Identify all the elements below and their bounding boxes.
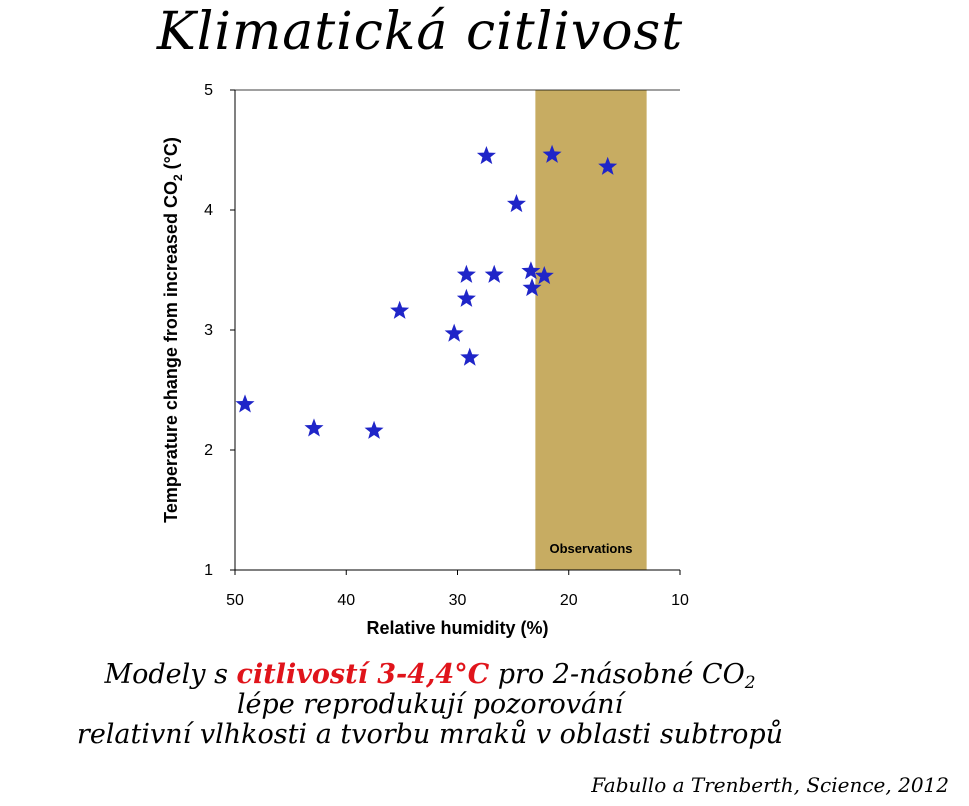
data-point-star	[506, 194, 526, 213]
caption-highlight: citlivostí 3-4,4°C	[236, 659, 490, 690]
data-point-star	[522, 278, 542, 297]
citation: Fabullo a Trenberth, Science, 2012	[591, 773, 949, 797]
y-tick-label: 2	[204, 442, 213, 459]
x-tick-label: 50	[226, 592, 244, 609]
y-tick-label: 5	[204, 82, 213, 99]
data-point-star	[476, 146, 496, 165]
y-tick-label: 4	[204, 202, 213, 219]
y-tick-label: 1	[204, 562, 213, 579]
x-tick-label: 40	[337, 592, 355, 609]
caption: Modely s citlivostí 3-4,4°C pro 2-násobn…	[0, 660, 860, 750]
caption-line-1-subscript: 2	[744, 673, 756, 693]
data-point-star	[364, 420, 384, 439]
data-point-star	[444, 323, 464, 342]
y-tick-label: 3	[204, 322, 213, 339]
scatter-chart: Observations 1 2 3 4 5 50 40 30 20 10 Relative humi…	[161, 82, 689, 638]
data-point-star	[484, 264, 504, 283]
data-point-star	[235, 394, 255, 413]
observations-band	[535, 90, 647, 570]
data-point-star	[390, 300, 410, 319]
x-tick-label: 30	[449, 592, 467, 609]
data-point-star	[460, 347, 480, 366]
x-tick-label: 10	[671, 592, 689, 609]
caption-line-2: lépe reprodukují pozorování	[236, 689, 624, 720]
data-point-star	[456, 264, 476, 283]
data-point-star	[304, 418, 324, 437]
data-point-star	[456, 288, 476, 307]
x-axis-label: Relative humidity (%)	[366, 618, 548, 638]
caption-line-1-post: pro 2-násobné CO	[489, 659, 745, 690]
slide-title: Klimatická citlivost	[156, 2, 684, 62]
data-point-star	[521, 261, 541, 280]
caption-line-1: Modely s citlivostí 3-4,4°C pro 2-násobn…	[0, 659, 860, 693]
x-tick-label: 20	[560, 592, 578, 609]
caption-line-3: relativní vlhkosti a tvorbu mraků v obla…	[76, 719, 784, 750]
observations-band-label: Observations	[549, 541, 632, 556]
y-axis-label: Temperature change from increased CO2 (°…	[161, 137, 185, 523]
data-point-star	[598, 156, 618, 175]
data-point-star	[542, 144, 562, 163]
caption-line-1-pre: Modely s	[104, 659, 237, 690]
data-point-star	[534, 266, 554, 285]
